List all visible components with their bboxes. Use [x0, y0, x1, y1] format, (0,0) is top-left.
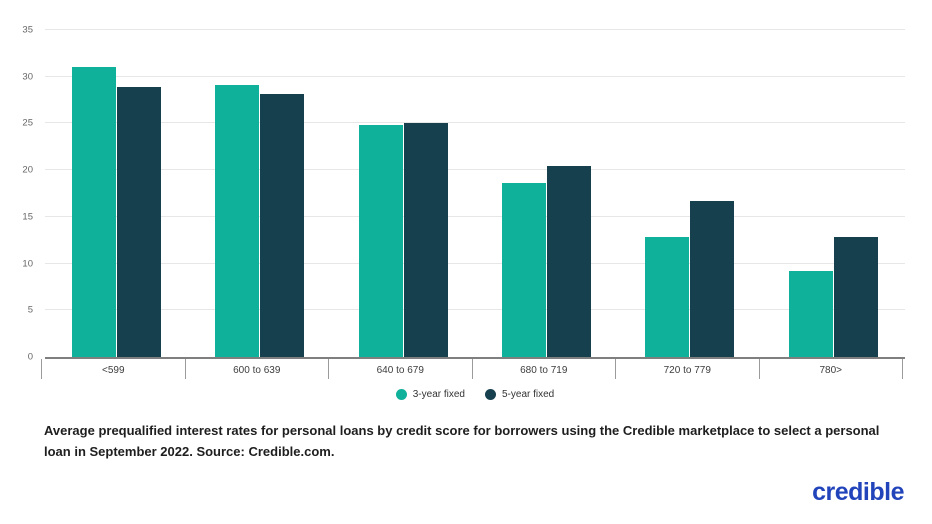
credible-logo: credible: [812, 478, 904, 506]
bar-5-year-fixed: [547, 166, 592, 357]
x-category-600-to-639: 600 to 639: [184, 359, 329, 379]
plot-area: [45, 29, 905, 359]
legend: 3-year fixed 5-year fixed: [45, 389, 905, 400]
bar-group-640-to-679: [332, 30, 475, 357]
x-category-label: 640 to 679: [376, 364, 424, 376]
y-axis: 0 5 10 15 20 25 30 35: [0, 25, 40, 363]
bar-3-year-fixed: [72, 67, 117, 357]
gridline: [45, 262, 905, 264]
bar-3-year-fixed: [215, 85, 260, 357]
bar-group-720-to-779: [618, 30, 761, 357]
bar-5-year-fixed: [403, 122, 448, 357]
x-category-640-to-679: 640 to 679: [328, 359, 472, 379]
x-category--599: <599: [41, 359, 185, 379]
y-tick-label: 20: [22, 164, 33, 176]
x-category-780-: 780>: [758, 359, 903, 379]
bar-group-680-to-719: [475, 30, 618, 357]
legend-label: 3-year fixed: [412, 389, 465, 400]
x-category-label: 780>: [819, 364, 843, 376]
y-tick-label: 5: [27, 304, 33, 316]
gridline: [45, 309, 905, 311]
x-category-720-to-779: 720 to 779: [615, 359, 759, 379]
chart-caption: Average prequalified interest rates for …: [44, 423, 880, 459]
bar-group-780-: [762, 30, 905, 357]
bar-5-year-fixed: [260, 94, 305, 357]
x-category-label: <599: [101, 364, 125, 376]
x-axis: <599 600 to 639 640 to 679 680 to 719 720 to…: [41, 359, 903, 379]
bar-3-year-fixed: [645, 237, 690, 357]
x-category-label: 600 to 639: [233, 364, 281, 376]
bar-3-year-fixed: [358, 125, 403, 357]
gridline: [45, 215, 905, 217]
gridline: [45, 169, 905, 171]
bars-layer: [45, 30, 905, 357]
gridline: [45, 29, 905, 30]
y-tick-label: 30: [22, 71, 33, 83]
bar-3-year-fixed: [502, 183, 547, 357]
legend-item-3-year-fixed: 3-year fixed: [395, 389, 465, 400]
gridline: [45, 75, 905, 77]
gridline: [45, 122, 905, 124]
legend-dot-icon: [485, 389, 496, 400]
bar-group--599: [45, 30, 188, 357]
bar-5-year-fixed: [690, 200, 735, 357]
bar-3-year-fixed: [788, 271, 833, 357]
legend-item-5-year-fixed: 5-year fixed: [485, 389, 554, 400]
bar-5-year-fixed: [833, 237, 878, 357]
x-category-680-to-719: 680 to 719: [471, 359, 616, 379]
legend-dot-icon: [395, 389, 407, 400]
y-tick-label: 10: [22, 258, 33, 270]
y-tick-label: 0: [27, 351, 33, 363]
x-category-label: 720 to 779: [663, 364, 711, 376]
bar-group-600-to-639: [188, 30, 331, 357]
bar-5-year-fixed: [117, 87, 162, 357]
x-category-label: 680 to 719: [520, 364, 568, 376]
y-tick-label: 25: [22, 117, 33, 129]
legend-label: 5-year fixed: [502, 389, 555, 400]
y-tick-label: 15: [22, 211, 33, 223]
y-tick-label: 35: [22, 24, 33, 36]
